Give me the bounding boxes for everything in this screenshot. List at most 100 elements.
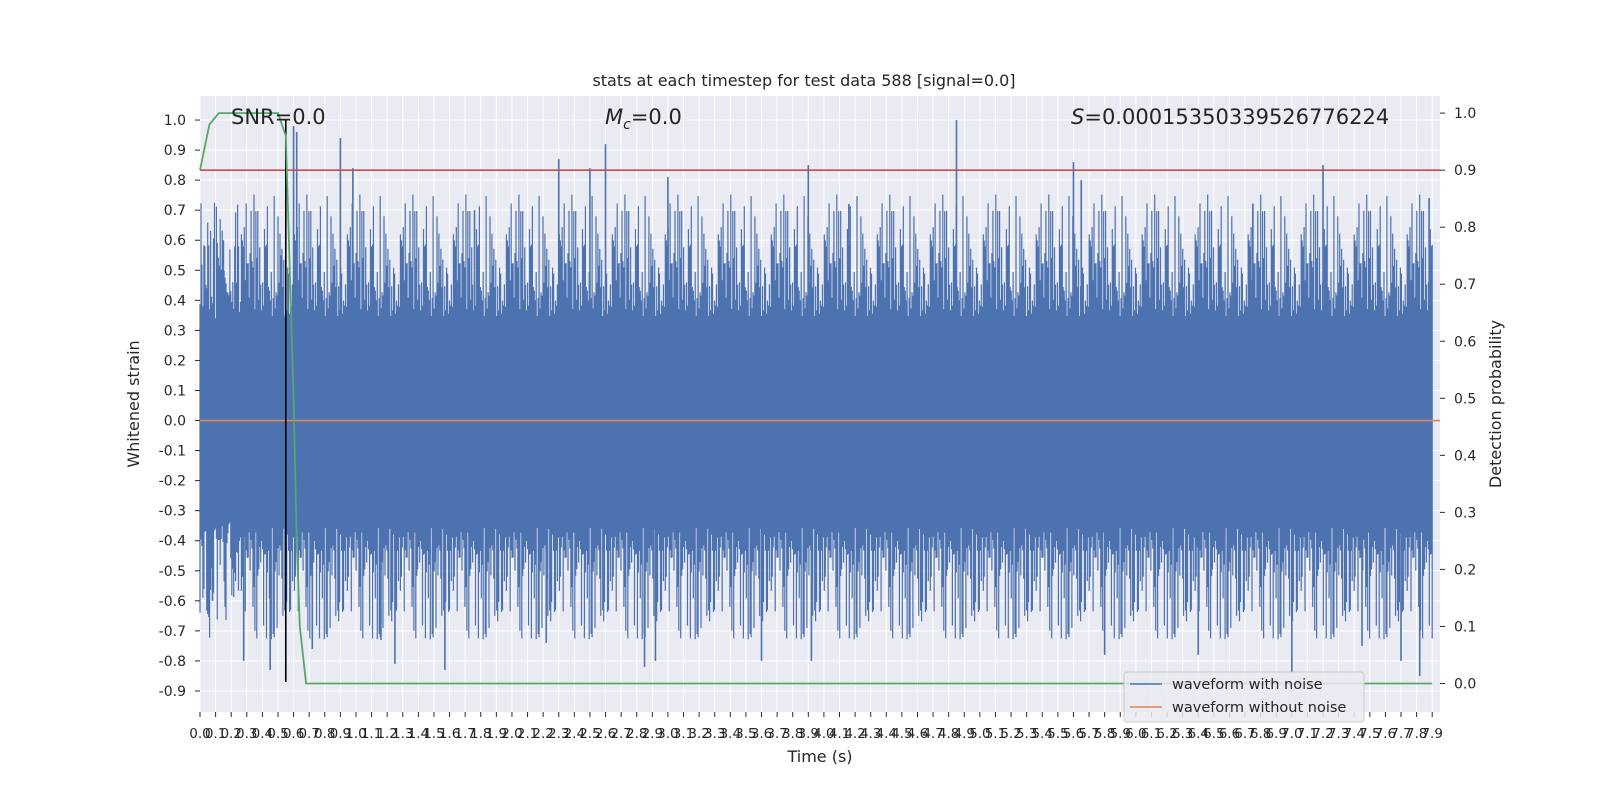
y-tick-label: 0.9 xyxy=(164,143,186,159)
x-tick-label: 1.0 xyxy=(345,726,366,742)
y-tick-label: 0.6 xyxy=(164,233,186,249)
x-tick-label: 0.1 xyxy=(205,726,226,742)
x-tick-label: 0.4 xyxy=(252,726,273,742)
y-tick-label: -0.7 xyxy=(159,624,186,640)
x-tick-label: 2.5 xyxy=(579,726,600,742)
x-tick-label: 2.4 xyxy=(564,726,585,742)
x-tick-label: 7.3 xyxy=(1328,726,1349,742)
x-tick-label: 2.1 xyxy=(517,726,538,742)
chart-title: stats at each timestep for test data 588… xyxy=(592,71,1015,90)
x-tick-label: 3.4 xyxy=(720,726,741,742)
x-tick-label: 5.6 xyxy=(1063,726,1084,742)
x-tick-label: 4.1 xyxy=(829,726,850,742)
x-tick-label: 5.7 xyxy=(1078,726,1099,742)
x-tick-label: 7.8 xyxy=(1406,726,1427,742)
x-tick-label: 5.4 xyxy=(1032,726,1053,742)
y2-axis-ticks: 1.0 0.9 0.8 0.7 0.6 0.5 0.4 0.3 0.2 0.1 0.0 xyxy=(1440,106,1476,692)
x-tick-label: 0.2 xyxy=(220,726,241,742)
s-value: =0.00015350339526776224 xyxy=(1084,105,1389,129)
x-tick-label: 4.8 xyxy=(938,726,959,742)
x-tick-label: 0.6 xyxy=(283,726,304,742)
x-tick-label: 7.6 xyxy=(1375,726,1396,742)
x-tick-label: 7.9 xyxy=(1421,726,1442,742)
y2-tick-label: 0.3 xyxy=(1454,505,1476,521)
x-tick-label: 3.7 xyxy=(766,726,787,742)
y2-tick-label: 0.6 xyxy=(1454,334,1476,350)
x-tick-label: 0.8 xyxy=(314,726,335,742)
y-tick-label: 0.5 xyxy=(164,263,186,279)
y-axis-label: Whitened strain xyxy=(124,340,143,467)
overlays xyxy=(199,112,1440,685)
x-tick-label: 4.4 xyxy=(876,726,897,742)
x-tick-label: 0.3 xyxy=(236,726,257,742)
y2-tick-label: 0.5 xyxy=(1454,391,1476,407)
s-annotation: S=0.00015350339526776224 xyxy=(1071,105,1389,129)
x-tick-label: 6.6 xyxy=(1219,726,1240,742)
y-tick-label: -0.5 xyxy=(159,564,186,580)
x-tick-label: 1.6 xyxy=(439,726,460,742)
legend-label-clean: waveform without noise xyxy=(1172,700,1346,716)
x-tick-label: 4.6 xyxy=(907,726,928,742)
x-tick-label: 6.3 xyxy=(1172,726,1193,742)
x-tick-label: 7.2 xyxy=(1312,726,1333,742)
x-tick-label: 7.7 xyxy=(1390,726,1411,742)
x-tick-label: 3.9 xyxy=(798,726,819,742)
chirp-mass-annotation: Mc=0.0 xyxy=(605,105,682,133)
y-tick-label: -0.4 xyxy=(159,534,186,550)
y-tick-label: 0.1 xyxy=(164,383,186,399)
x-axis-ticks: 0.00.10.20.30.40.50.60.70.80.91.01.11.21… xyxy=(189,712,1443,742)
snr-annotation: SNR=0.0 xyxy=(231,105,326,129)
x-tick-label: 5.8 xyxy=(1094,726,1115,742)
y2-tick-label: 0.1 xyxy=(1454,619,1476,635)
x-tick-label: 2.0 xyxy=(501,726,522,742)
x-tick-label: 2.9 xyxy=(642,726,663,742)
x-tick-label: 1.4 xyxy=(408,726,429,742)
x-tick-label: 5.3 xyxy=(1016,726,1037,742)
x-tick-label: 4.7 xyxy=(922,726,943,742)
y-tick-label: 0.7 xyxy=(164,203,186,219)
y-tick-label: -0.8 xyxy=(159,654,186,670)
x-tick-label: 6.8 xyxy=(1250,726,1271,742)
x-tick-label: 5.2 xyxy=(1000,726,1021,742)
x-tick-label: 6.7 xyxy=(1234,726,1255,742)
noise-trace xyxy=(199,194,1433,640)
legend-label-noise: waveform with noise xyxy=(1172,677,1323,693)
x-tick-label: 2.3 xyxy=(548,726,569,742)
x-tick-label: 6.0 xyxy=(1125,726,1146,742)
y-tick-label: -0.6 xyxy=(159,594,186,610)
noise-spikes xyxy=(203,120,1430,676)
x-tick-label: 3.0 xyxy=(657,726,678,742)
s-symbol: S xyxy=(1071,105,1084,129)
x-tick-label: 5.5 xyxy=(1047,726,1068,742)
x-tick-label: 0.0 xyxy=(189,726,210,742)
x-tick-label: 1.8 xyxy=(470,726,491,742)
y-tick-label: 0.3 xyxy=(164,323,186,339)
x-tick-label: 1.1 xyxy=(361,726,382,742)
x-tick-label: 1.5 xyxy=(423,726,444,742)
y-tick-label: -0.1 xyxy=(159,444,186,460)
x-tick-label: 1.3 xyxy=(392,726,413,742)
x-tick-label: 5.9 xyxy=(1110,726,1131,742)
y2-tick-label: 1.0 xyxy=(1454,106,1476,122)
x-tick-label: 2.6 xyxy=(595,726,616,742)
y-tick-label: -0.2 xyxy=(159,474,186,490)
x-tick-label: 2.8 xyxy=(626,726,647,742)
x-tick-label: 5.0 xyxy=(969,726,990,742)
x-tick-label: 5.1 xyxy=(985,726,1006,742)
x-tick-label: 7.4 xyxy=(1343,726,1364,742)
detection-probability-line xyxy=(199,112,1433,685)
x-tick-label: 1.9 xyxy=(486,726,507,742)
legend-box xyxy=(1123,671,1365,723)
x-tick-label: 1.2 xyxy=(376,726,397,742)
x-tick-label: 3.1 xyxy=(673,726,694,742)
y-tick-label: 0.8 xyxy=(164,173,186,189)
x-axis-label: Time (s) xyxy=(786,747,852,766)
y-tick-label: 1.0 xyxy=(164,113,186,129)
x-tick-label: 3.3 xyxy=(704,726,725,742)
y-tick-label: -0.9 xyxy=(159,684,186,700)
y2-axis-label: Detection probability xyxy=(1486,320,1505,488)
x-tick-label: 6.4 xyxy=(1187,726,1208,742)
y2-tick-label: 0.9 xyxy=(1454,163,1476,179)
x-tick-label: 4.2 xyxy=(844,726,865,742)
